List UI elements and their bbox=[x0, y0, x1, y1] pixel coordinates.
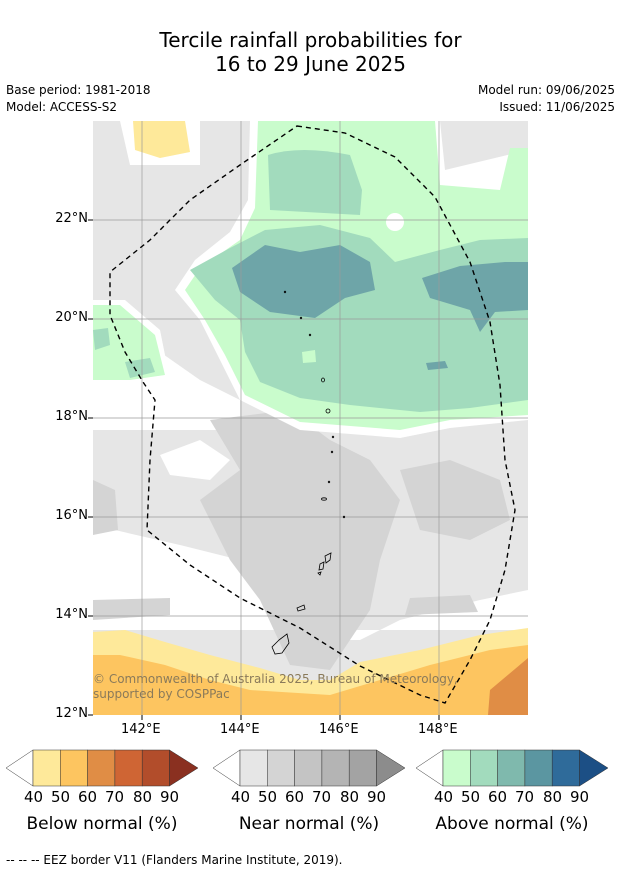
cbar-tick: 80 bbox=[543, 788, 563, 806]
cbar-tick: 50 bbox=[258, 788, 278, 806]
lat-label-22n: 22°N bbox=[55, 211, 88, 226]
near-normal-50-area bbox=[93, 480, 118, 535]
lon-label-146e: 146°E bbox=[319, 722, 359, 737]
colorbar-below bbox=[5, 749, 199, 787]
cbar-tick: 70 bbox=[515, 788, 535, 806]
above-normal-50-area bbox=[268, 150, 362, 215]
near-normal-50-area bbox=[405, 595, 478, 615]
model-run: Model run: 09/06/2025 bbox=[477, 83, 615, 97]
below-normal-60-area bbox=[488, 658, 528, 715]
below-normal-40-area bbox=[133, 121, 190, 158]
lon-label-144e: 144°E bbox=[220, 722, 260, 737]
cbar-tick: 90 bbox=[160, 788, 180, 806]
near-normal-50-area bbox=[200, 410, 400, 670]
colorbar-near bbox=[212, 749, 406, 787]
no-signal-area bbox=[160, 440, 230, 480]
map-title-line2: 16 to 29 June 2025 bbox=[215, 52, 406, 76]
near-normal-50-area bbox=[93, 598, 170, 620]
model-name: Model: ACCESS-S2 bbox=[6, 100, 118, 114]
cbar-tick: 80 bbox=[340, 788, 360, 806]
above-normal-40-area bbox=[302, 350, 316, 363]
eez-footnote: -- -- -- EEZ border V11 (Flanders Marine… bbox=[6, 853, 343, 867]
issued-date: Issued: 11/06/2025 bbox=[499, 100, 615, 114]
lat-label-12n: 12°N bbox=[55, 706, 88, 721]
above-normal-50-area bbox=[125, 358, 155, 378]
cbar-tick: 40 bbox=[434, 788, 454, 806]
above-normal-60-area bbox=[232, 245, 375, 318]
island-outlines bbox=[271, 290, 346, 655]
cbar-tick: 70 bbox=[105, 788, 125, 806]
above-normal-50-area bbox=[93, 328, 110, 350]
colorbar-above bbox=[415, 749, 609, 787]
no-signal-area bbox=[386, 213, 404, 231]
colorbar-above-title: Above normal (%) bbox=[435, 814, 589, 834]
above-normal-60-area bbox=[426, 361, 448, 370]
map-plot-area bbox=[93, 121, 528, 715]
map-title-line1: Tercile rainfall probabilities for bbox=[159, 28, 462, 52]
eez-border bbox=[109, 125, 516, 704]
cbar-tick: 90 bbox=[570, 788, 590, 806]
near-normal-50-area bbox=[400, 460, 510, 540]
cbar-tick: 60 bbox=[78, 788, 98, 806]
cbar-tick: 40 bbox=[231, 788, 251, 806]
cbar-tick: 80 bbox=[133, 788, 153, 806]
lat-label-14n: 14°N bbox=[55, 607, 88, 622]
lat-label-20n: 20°N bbox=[55, 310, 88, 325]
lat-label-18n: 18°N bbox=[55, 409, 88, 424]
no-signal-area bbox=[93, 525, 528, 640]
copyright-notice: © Commonwealth of Australia 2025, Bureau… bbox=[93, 672, 458, 701]
lon-label-142e: 142°E bbox=[121, 722, 161, 737]
cbar-tick: 70 bbox=[312, 788, 332, 806]
axis-ticks bbox=[88, 219, 440, 720]
colorbar-near-title: Near normal (%) bbox=[238, 814, 380, 834]
cbar-tick: 60 bbox=[285, 788, 305, 806]
below-normal-50-area bbox=[93, 645, 528, 715]
graticule bbox=[93, 121, 528, 715]
cbar-tick: 40 bbox=[24, 788, 44, 806]
above-normal-60-area bbox=[422, 262, 528, 332]
cbar-tick: 90 bbox=[367, 788, 387, 806]
base-period: Base period: 1981-2018 bbox=[6, 83, 151, 97]
cbar-tick: 50 bbox=[51, 788, 71, 806]
cbar-tick: 50 bbox=[461, 788, 481, 806]
cbar-tick: 60 bbox=[488, 788, 508, 806]
colorbar-below-title: Below normal (%) bbox=[26, 814, 178, 834]
lon-label-148e: 148°E bbox=[418, 722, 458, 737]
lat-label-16n: 16°N bbox=[55, 508, 88, 523]
